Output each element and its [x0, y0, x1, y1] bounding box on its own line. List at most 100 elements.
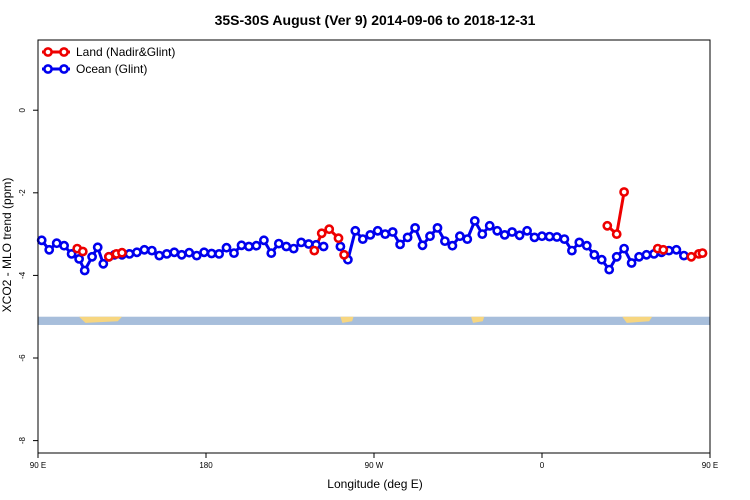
y-tick-label: 0: [18, 107, 27, 112]
data-point-ocean: [191, 250, 202, 261]
data-point-land: [333, 233, 344, 244]
ocean-band: [38, 316, 710, 325]
data-point-land: [117, 247, 127, 258]
land-band: [471, 316, 485, 323]
data-point-ocean: [139, 244, 150, 255]
data-point-ocean: [221, 242, 232, 253]
land-ocean-strip: [38, 316, 710, 325]
data-point-ocean: [303, 239, 314, 249]
y-tick-label: -8: [18, 437, 27, 445]
chart-title: 35S-30S August (Ver 9) 2014-09-06 to 201…: [215, 12, 536, 28]
x-tick-label: 90 E: [702, 461, 718, 470]
data-point-ocean: [611, 251, 622, 262]
data-point-ocean: [146, 245, 157, 256]
data-point-ocean: [552, 232, 562, 242]
land-band: [340, 316, 354, 323]
legend-marker-land: [59, 47, 69, 57]
data-point-ocean: [679, 250, 689, 261]
data-point-ocean: [604, 264, 615, 275]
x-axis: 90 E 180 90 W 0 90 E: [30, 453, 718, 470]
x-tick-label: 90 E: [30, 461, 46, 470]
data-point-land: [611, 229, 622, 239]
data-point-ocean: [425, 231, 435, 242]
data-point-ocean: [365, 229, 376, 240]
data-point-land: [602, 220, 613, 231]
legend: Land (Nadir&Glint) Ocean (Glint): [42, 45, 175, 76]
data-point-ocean: [589, 249, 600, 260]
data-point-ocean: [671, 244, 682, 255]
data-point-land: [686, 251, 697, 262]
data-point-land: [324, 224, 335, 235]
data-point-ocean: [641, 249, 652, 260]
y-tick-label: -2: [18, 189, 27, 197]
data-point-ocean: [626, 258, 637, 268]
data-point-ocean: [79, 265, 90, 276]
data-point-ocean: [350, 225, 361, 236]
data-point-ocean: [395, 239, 405, 250]
data-point-ocean: [574, 237, 585, 248]
data-point-ocean: [206, 248, 217, 259]
data-point-ocean: [131, 247, 142, 258]
data-point-ocean: [176, 249, 187, 260]
data-point-land: [339, 249, 349, 260]
land-band: [622, 316, 653, 323]
data-point-ocean: [581, 240, 592, 251]
legend-label-land: Land (Nadir&Glint): [76, 45, 175, 59]
x-tick-label: 0: [540, 461, 545, 470]
data-point-ocean: [596, 254, 607, 265]
data-point-ocean: [36, 235, 47, 246]
legend-marker-land: [43, 47, 53, 57]
data-point-ocean: [273, 238, 284, 249]
data-point-ocean: [484, 220, 495, 231]
data-point-ocean: [380, 229, 391, 239]
data-point-land: [619, 187, 629, 197]
data-point-ocean: [469, 215, 480, 226]
data-point-ocean: [507, 227, 517, 237]
data-point-ocean: [66, 248, 77, 259]
data-point-ocean: [372, 225, 383, 236]
data-point-ocean: [161, 248, 172, 259]
data-point-ocean: [335, 241, 346, 252]
series-layer: [36, 187, 708, 276]
data-point-ocean: [357, 234, 368, 244]
data-point-ocean: [229, 248, 239, 258]
data-point-ocean: [318, 241, 329, 252]
data-point-ocean: [199, 247, 209, 258]
data-point-ocean: [266, 248, 277, 258]
x-tick-label: 90 W: [365, 461, 384, 470]
data-point-ocean: [417, 240, 428, 251]
data-point-ocean: [74, 253, 84, 264]
data-point-ocean: [258, 235, 269, 246]
data-point-ocean: [567, 245, 577, 256]
data-point-ocean: [522, 225, 532, 236]
data-point-ocean: [92, 242, 103, 253]
legend-label-ocean: Ocean (Glint): [76, 62, 147, 76]
data-point-land: [697, 248, 708, 258]
y-axis: 0 -2 -4 -6 -8: [18, 107, 38, 444]
data-point-land: [316, 228, 327, 239]
data-point-ocean: [537, 231, 547, 242]
data-point-ocean: [288, 243, 299, 254]
data-point-ocean: [98, 258, 109, 269]
data-point-ocean: [154, 250, 165, 261]
data-point-ocean: [387, 227, 398, 237]
data-point-ocean: [514, 230, 525, 241]
data-point-ocean: [447, 240, 458, 251]
data-point-ocean: [44, 244, 55, 255]
data-point-land: [77, 246, 88, 257]
data-point-ocean: [87, 251, 97, 262]
data-point-land: [658, 244, 669, 255]
plot-frame: [37, 39, 711, 454]
data-point-land: [104, 251, 114, 262]
data-point-ocean: [243, 241, 254, 252]
data-point-ocean: [296, 237, 307, 248]
data-point-ocean: [236, 240, 247, 251]
data-point-ocean: [184, 247, 195, 258]
legend-marker-ocean: [43, 64, 53, 74]
data-point-ocean: [462, 234, 473, 244]
data-point-ocean: [559, 234, 570, 244]
data-point-land: [309, 245, 320, 256]
data-point-ocean: [124, 248, 135, 259]
data-point-ocean: [529, 232, 540, 243]
